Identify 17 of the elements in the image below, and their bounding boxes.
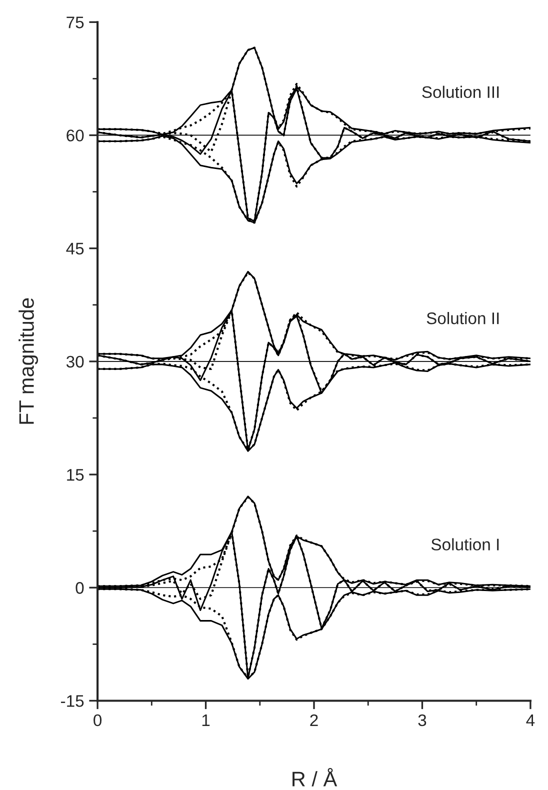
x-tick-label: 2 bbox=[310, 714, 318, 726]
y-tick-label: 45 bbox=[66, 242, 84, 255]
x-tick-label: 3 bbox=[418, 714, 426, 726]
y-tick-label: 60 bbox=[66, 130, 84, 142]
y-tick-label: 75 bbox=[66, 16, 84, 28]
y-tick-label: 0 bbox=[76, 582, 84, 594]
annotation: Solution III bbox=[422, 86, 499, 98]
x-tick-label: 4 bbox=[526, 714, 535, 726]
y-tick-label: 15 bbox=[67, 469, 84, 481]
x-axis-title: R / Å bbox=[292, 768, 338, 786]
y-tick-label: 30 bbox=[66, 356, 84, 368]
x-tick-label: 0 bbox=[94, 714, 102, 726]
annotation: Solution II bbox=[426, 312, 499, 324]
x-tick-label: 1 bbox=[202, 714, 210, 726]
y-tick-label: -15 bbox=[61, 695, 84, 707]
y-axis-title: FT magnitude bbox=[18, 298, 38, 424]
annotation: Solution I bbox=[431, 538, 499, 550]
